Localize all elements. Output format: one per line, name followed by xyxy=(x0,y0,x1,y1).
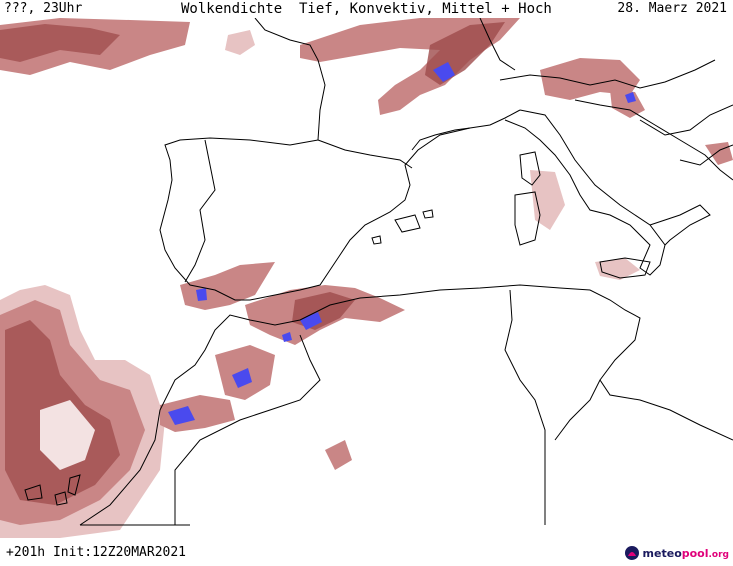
convective-cell-adriatic xyxy=(625,92,636,103)
coastline-balearic-mallorca xyxy=(394,214,421,233)
cloud-field-balkans xyxy=(540,58,640,100)
border-balkans xyxy=(639,104,733,136)
brand-logo[interactable]: meteopool.org xyxy=(624,543,729,563)
cloud-field-sicily xyxy=(595,258,640,280)
border-morocco-algeria xyxy=(174,334,321,525)
convective-cell-strait xyxy=(196,288,207,301)
brand-name: meteopool.org xyxy=(643,547,729,560)
convective-cell-alps xyxy=(433,62,455,82)
forecast-info: +201h Init:12Z20MAR2021 xyxy=(6,545,187,560)
brand-name-part1: meteo xyxy=(642,546,682,560)
coastline-corsica xyxy=(519,151,541,186)
weather-map xyxy=(0,18,733,538)
convective-cell-alboran-1 xyxy=(300,312,322,330)
border-france-spain xyxy=(317,139,413,169)
cloud-field-biscay-patch xyxy=(225,30,255,55)
map-title: Wolkendichte Tief, Konvektiv, Mittel + H… xyxy=(181,1,552,17)
cloud-field-adriatic xyxy=(610,90,645,118)
border-balkans-2 xyxy=(679,144,733,166)
coastline-layer xyxy=(24,18,733,526)
coastline-sicily xyxy=(599,257,651,279)
coastline-italy xyxy=(504,109,666,276)
forecast-date: 28. Maerz 2021 xyxy=(617,1,727,16)
convective-layer xyxy=(168,62,636,425)
coastline-canary-gran xyxy=(54,491,68,506)
border-algeria-libya xyxy=(554,379,601,441)
coastline-sardinia xyxy=(514,191,541,246)
coastline-iberia xyxy=(159,109,521,301)
cloud-field-atlantic-gap xyxy=(40,400,95,470)
border-spain-portugal xyxy=(184,139,216,283)
cloud-cover-layer xyxy=(0,18,733,538)
cloud-field-italy-south xyxy=(705,142,733,165)
convective-cell-alboran-2 xyxy=(282,332,292,342)
cloud-field-corsica xyxy=(530,170,565,230)
cloud-field-sahara xyxy=(325,440,352,470)
brand-name-part2: pool xyxy=(681,546,709,560)
border-algeria-tunisia xyxy=(504,289,546,525)
coastline-north-africa xyxy=(79,284,733,526)
border-germany xyxy=(479,18,516,71)
border-swiss-austria xyxy=(499,59,716,89)
coastline-canary-fuerte xyxy=(67,474,81,496)
location-label: ???, 23Uhr xyxy=(4,1,83,16)
meteopool-logo-icon xyxy=(624,546,639,560)
coastline-france-med xyxy=(411,127,471,151)
cloud-field-biscay-dense xyxy=(0,24,120,62)
coastline-france-atlantic xyxy=(254,18,326,141)
coastline-italy-heel xyxy=(649,204,711,246)
convective-cell-atlas xyxy=(168,406,195,425)
coastline-adriatic xyxy=(574,99,733,181)
coastline-canary-tenerife xyxy=(24,484,43,501)
convective-cell-morocco xyxy=(232,368,252,388)
brand-name-suffix: .org xyxy=(708,549,729,560)
coastline-balearic-ibiza xyxy=(371,235,382,245)
coastline-balearic-menorca xyxy=(422,209,434,219)
